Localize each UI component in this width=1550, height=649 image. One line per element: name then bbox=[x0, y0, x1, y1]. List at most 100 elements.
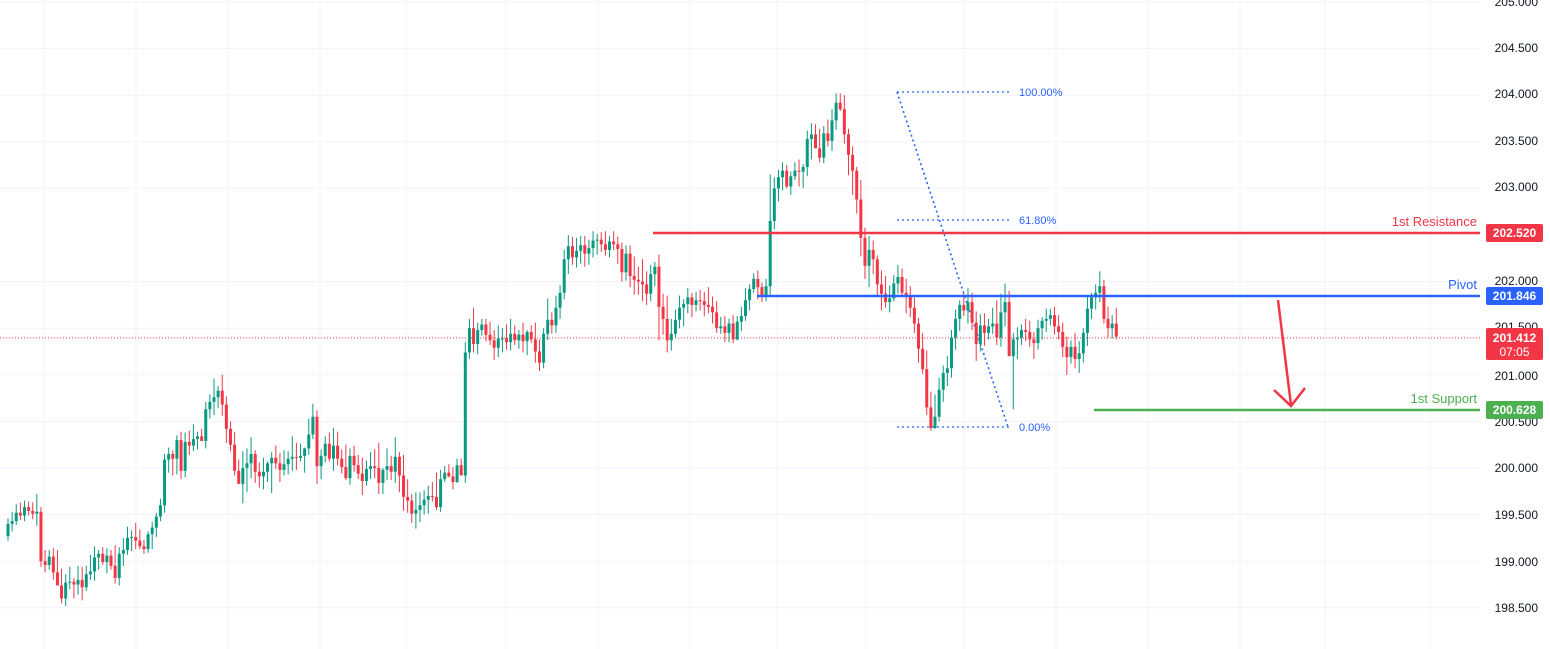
candle-body bbox=[966, 302, 970, 311]
candle bbox=[463, 342, 467, 483]
support-level[interactable]: 1st Support bbox=[1094, 391, 1480, 412]
candle-body bbox=[525, 331, 529, 342]
candle bbox=[130, 530, 134, 551]
candle-body bbox=[1069, 346, 1073, 358]
candle bbox=[373, 449, 377, 479]
candle-body bbox=[303, 448, 307, 456]
candle-body bbox=[117, 553, 121, 578]
candle bbox=[93, 546, 97, 581]
candle bbox=[1032, 331, 1036, 359]
candle-body bbox=[1090, 297, 1094, 309]
candle-body bbox=[781, 170, 785, 178]
candle bbox=[278, 453, 282, 482]
candle bbox=[1114, 307, 1118, 340]
candle bbox=[500, 328, 504, 353]
candle bbox=[101, 547, 105, 565]
bar-countdown: 07:05 bbox=[1499, 345, 1529, 359]
candle-body bbox=[583, 245, 587, 254]
chart-grid bbox=[0, 0, 1480, 649]
candle bbox=[204, 401, 208, 449]
candle bbox=[393, 437, 397, 483]
candle-body bbox=[826, 133, 830, 141]
candle-body bbox=[884, 293, 888, 303]
candle-body bbox=[929, 407, 933, 428]
candle bbox=[134, 522, 138, 550]
candle-body bbox=[480, 324, 484, 331]
candle-body bbox=[175, 440, 179, 459]
candle-body bbox=[925, 369, 929, 408]
candle bbox=[731, 315, 735, 344]
candle-body bbox=[97, 553, 101, 558]
candle-body bbox=[467, 328, 471, 353]
candle-body bbox=[752, 278, 756, 290]
candle-body bbox=[130, 536, 134, 538]
candle-body bbox=[39, 511, 43, 562]
candle bbox=[1028, 320, 1032, 347]
candle bbox=[925, 350, 929, 415]
fibonacci-retracement[interactable]: 100.00% 61.80% 0.00% bbox=[896, 87, 1063, 434]
candle bbox=[88, 554, 92, 580]
candle bbox=[764, 278, 768, 302]
support-price-badge: 200.628 bbox=[1486, 401, 1543, 419]
candle bbox=[793, 162, 797, 181]
candle bbox=[163, 454, 167, 513]
candle bbox=[237, 459, 241, 484]
resistance-level[interactable]: 1st Resistance bbox=[653, 214, 1480, 235]
candle bbox=[772, 177, 776, 230]
candle bbox=[158, 498, 162, 522]
candle-body bbox=[863, 237, 867, 266]
price-axis: 205.000 204.500 204.000 203.500 203.000 … bbox=[1495, 0, 1539, 615]
candle bbox=[830, 109, 834, 152]
candle-body bbox=[805, 139, 809, 167]
candle-body bbox=[430, 495, 434, 497]
candle bbox=[978, 314, 982, 352]
candle-body bbox=[154, 516, 158, 528]
candle bbox=[451, 467, 455, 490]
price-tick: 201.000 bbox=[1495, 369, 1539, 383]
candle bbox=[805, 130, 809, 177]
candle bbox=[76, 565, 80, 595]
candle bbox=[846, 128, 850, 176]
candle bbox=[84, 565, 88, 592]
candle-body bbox=[505, 338, 509, 343]
candle-body bbox=[397, 456, 401, 476]
candle bbox=[233, 431, 237, 476]
candle-body bbox=[603, 244, 607, 250]
candle-body bbox=[261, 471, 265, 477]
candle-body bbox=[579, 245, 583, 251]
candle-body bbox=[459, 465, 463, 476]
candle-body bbox=[958, 304, 962, 319]
candle-body bbox=[562, 259, 566, 293]
candle-body bbox=[624, 253, 628, 273]
candle-body bbox=[871, 249, 875, 260]
candle bbox=[999, 293, 1003, 347]
candle-body bbox=[616, 244, 620, 249]
candle-body bbox=[673, 319, 677, 334]
candle bbox=[690, 292, 694, 318]
candle-body bbox=[851, 154, 855, 171]
candle bbox=[1057, 315, 1061, 340]
candle bbox=[954, 309, 958, 350]
candle-body bbox=[879, 284, 883, 294]
candle bbox=[505, 324, 509, 350]
candle bbox=[702, 291, 706, 317]
candle bbox=[1040, 317, 1044, 340]
candle-body bbox=[587, 248, 591, 254]
candle bbox=[624, 245, 628, 281]
candle bbox=[1073, 332, 1077, 369]
candle-body bbox=[1073, 346, 1077, 359]
candle-body bbox=[245, 463, 249, 468]
candle bbox=[1011, 332, 1015, 410]
candle-body bbox=[340, 458, 344, 468]
candle-body bbox=[669, 333, 673, 341]
candle-body bbox=[286, 458, 290, 465]
price-tick: 200.000 bbox=[1495, 461, 1539, 475]
candle bbox=[966, 288, 970, 324]
candle bbox=[719, 317, 723, 334]
candle bbox=[797, 159, 801, 187]
candle bbox=[257, 462, 261, 488]
pivot-level[interactable]: Pivot bbox=[757, 277, 1480, 298]
candle bbox=[785, 165, 789, 189]
candle-body bbox=[492, 340, 496, 348]
